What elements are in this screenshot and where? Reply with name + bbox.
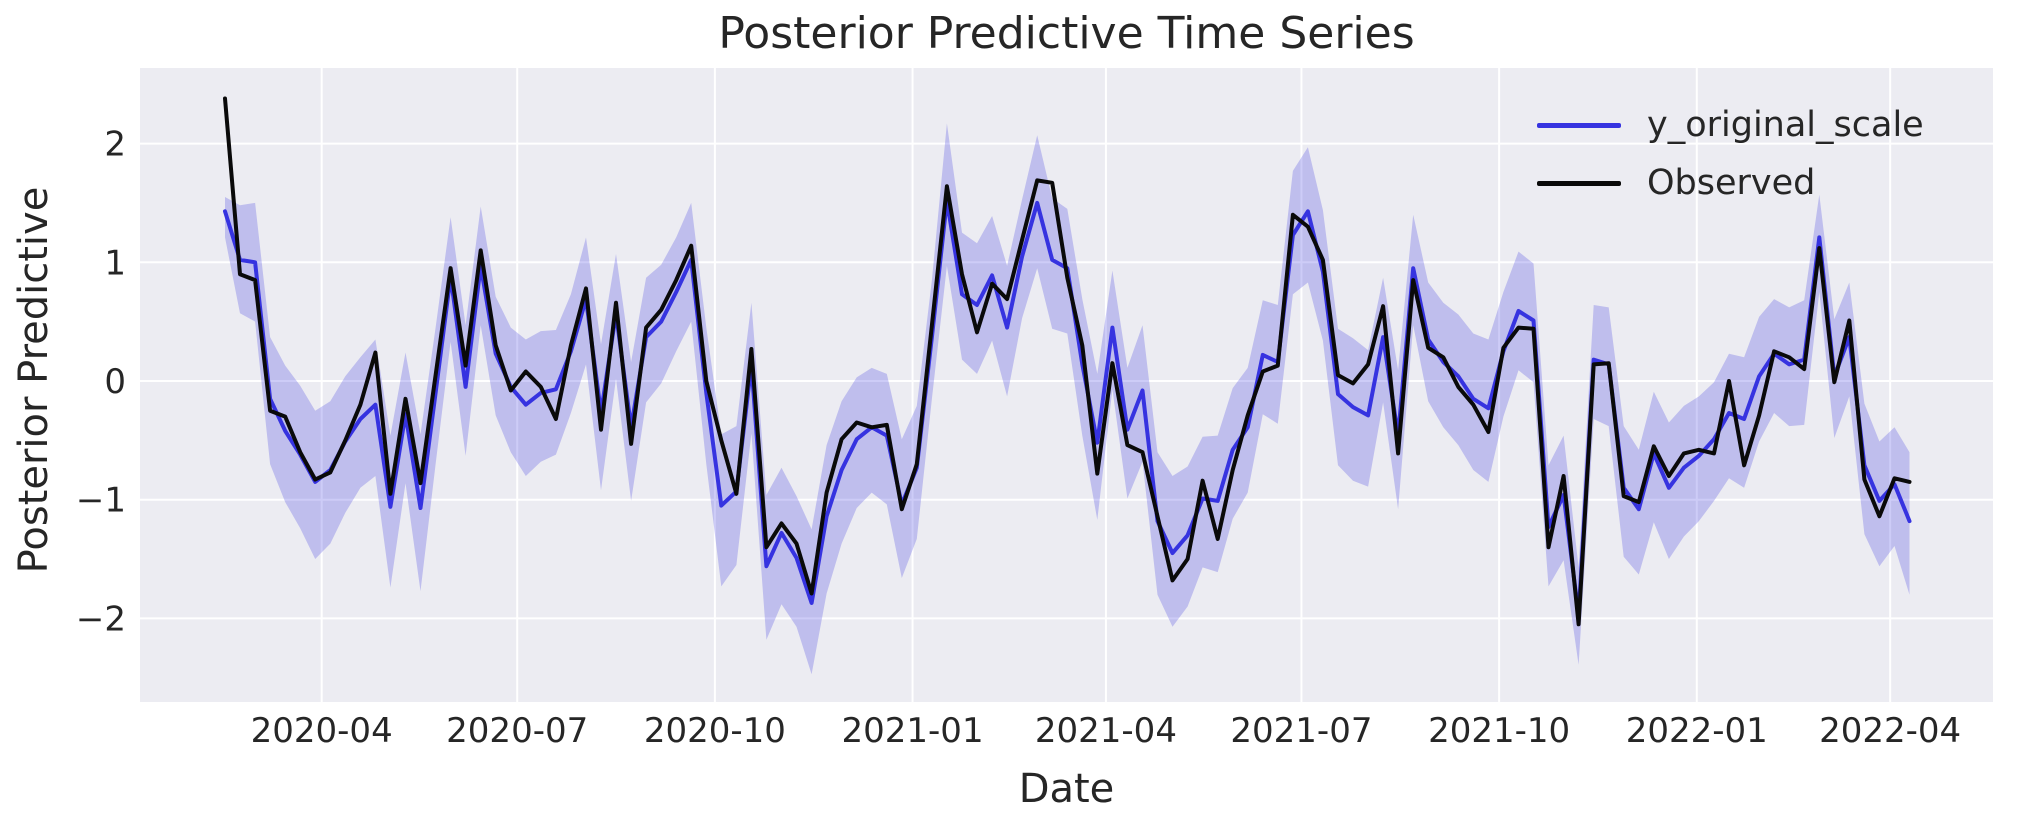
y-tick-label: −1 [76, 481, 126, 521]
x-tick-label: 2022-04 [1819, 711, 1961, 751]
legend-line-swatch-blue [1537, 122, 1621, 128]
x-tick-label: 2022-01 [1626, 711, 1768, 751]
y-tick-label: 0 [104, 362, 126, 402]
x-tick-label: 2021-07 [1230, 711, 1372, 751]
chart-title: Posterior Predictive Time Series [718, 8, 1415, 59]
y-axis-label: Posterior Predictive [11, 186, 57, 574]
x-tick-label: 2020-10 [644, 711, 786, 751]
x-tick-label: 2020-04 [251, 711, 393, 751]
legend-label: y_original_scale [1647, 104, 1924, 145]
x-tick-label: 2020-07 [446, 711, 588, 751]
legend-label: Observed [1647, 162, 1816, 203]
legend-item-observed: Observed [1537, 154, 1924, 212]
y-tick-label: −2 [76, 599, 126, 639]
series-line-observed [223, 96, 1912, 627]
x-tick-label: 2021-04 [1035, 711, 1177, 751]
y-tick-label: 2 [104, 125, 126, 165]
plot-background [140, 68, 1993, 702]
x-tick-label: 2021-10 [1428, 711, 1570, 751]
legend: y_original_scale Observed [1537, 96, 1924, 212]
x-tick-label: 2021-01 [842, 711, 984, 751]
legend-item-y-original-scale: y_original_scale [1537, 96, 1924, 154]
y-tick-label: 1 [104, 243, 126, 283]
x-axis-label: Date [1018, 766, 1115, 812]
legend-line-swatch-black [1537, 180, 1621, 186]
